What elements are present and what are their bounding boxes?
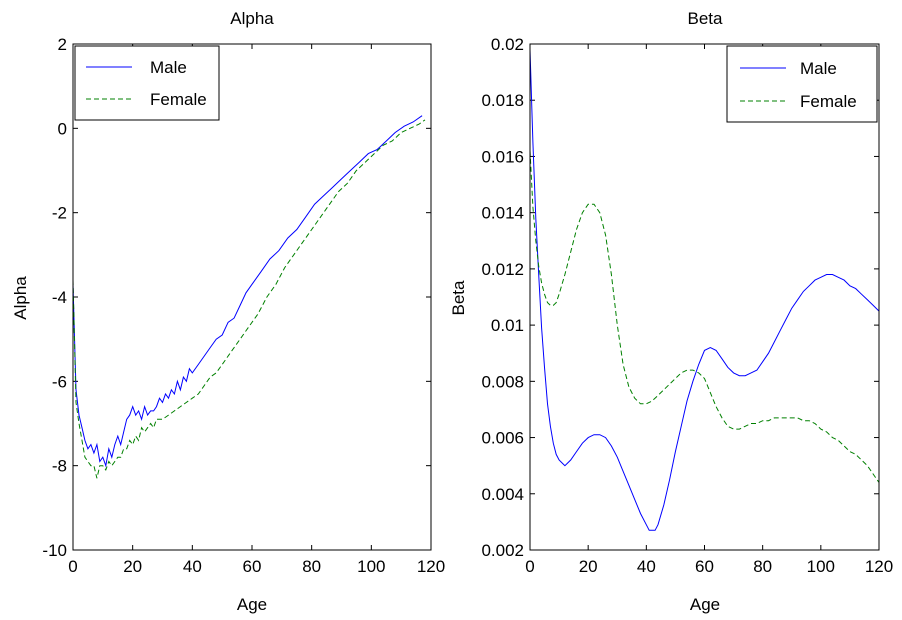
beta-y-tick-label: 0.012 <box>481 260 524 279</box>
alpha-legend-box <box>74 45 220 121</box>
beta-series-male-line <box>529 49 880 531</box>
beta-legend-female-label: Female <box>800 92 857 111</box>
alpha-y-axis-label: Alpha <box>11 276 30 320</box>
beta-x-axis-label: Age <box>690 595 720 614</box>
beta-x-tick-label: 60 <box>695 557 714 576</box>
alpha-plot-frame <box>72 43 432 551</box>
alpha-series-female-line <box>72 119 426 479</box>
beta-axis-ticks: 0 20 40 60 80 100 120 0.002 0.004 0.006 0.008 0.01 0… <box>481 35 893 576</box>
beta-panel: Beta Age Beta 0 20 40 60 80 100 1200.0020.0040… <box>449 9 893 614</box>
beta-x-tick-label: 20 <box>579 557 598 576</box>
beta-x-tick-label: 120 <box>865 557 893 576</box>
beta-plot-frame <box>529 43 880 551</box>
beta-x-tick-label: 80 <box>753 557 772 576</box>
alpha-x-tick-label: 120 <box>417 557 445 576</box>
alpha-y-tick-label: -2 <box>52 204 67 223</box>
beta-y-tick-label: 0.006 <box>481 429 524 448</box>
beta-x-tick-label: 0 <box>525 557 534 576</box>
alpha-series-male-line <box>72 115 423 468</box>
beta-y-tick-label: 0.01 <box>491 316 524 335</box>
alpha-x-tick-label: 100 <box>357 557 385 576</box>
beta-legend-box <box>726 45 878 123</box>
alpha-legend: Male Female <box>74 45 220 121</box>
beta-series-female-line <box>529 150 880 483</box>
beta-y-axis-label: Beta <box>449 280 468 316</box>
alpha-y-tick-label: -10 <box>42 541 67 560</box>
beta-x-tick-label: 40 <box>637 557 656 576</box>
beta-legend: Male Female <box>726 45 878 123</box>
alpha-series <box>72 115 426 479</box>
beta-chart-title: Beta <box>688 9 724 28</box>
alpha-legend-male-label: Male <box>150 58 187 77</box>
beta-y-tick-label: 0.008 <box>481 372 524 391</box>
alpha-chart-title: Alpha <box>230 9 274 28</box>
alpha-x-tick-label: 80 <box>302 557 321 576</box>
beta-y-tick-label: 0.02 <box>491 35 524 54</box>
beta-y-tick-label: 0.004 <box>481 485 524 504</box>
alpha-y-tick-label: -8 <box>52 457 67 476</box>
beta-x-tick-label: 100 <box>807 557 835 576</box>
alpha-y-tick-label: 0 <box>58 119 67 138</box>
alpha-x-axis-label: Age <box>237 595 267 614</box>
alpha-panel: Alpha Age Alpha 0 20 40 60 80 100 120-10-8-6-4… <box>11 9 445 614</box>
beta-series <box>529 49 880 531</box>
beta-y-tick-label: 0.014 <box>481 204 524 223</box>
alpha-x-tick-label: 20 <box>123 557 142 576</box>
alpha-y-tick-label: -6 <box>52 372 67 391</box>
alpha-x-tick-label: 40 <box>183 557 202 576</box>
beta-y-tick-label: 0.002 <box>481 541 524 560</box>
beta-legend-male-label: Male <box>800 59 837 78</box>
alpha-legend-female-label: Female <box>150 90 207 109</box>
alpha-y-tick-label: -4 <box>52 288 67 307</box>
alpha-y-tick-label: 2 <box>58 35 67 54</box>
beta-y-tick-label: 0.016 <box>481 147 524 166</box>
beta-y-tick-label: 0.018 <box>481 91 524 110</box>
alpha-axis-ticks: 0 20 40 60 80 100 120 -10 -8 -6 -4 -2 0 2 <box>42 35 445 576</box>
alpha-x-tick-label: 60 <box>243 557 262 576</box>
alpha-x-tick-label: 0 <box>68 557 77 576</box>
